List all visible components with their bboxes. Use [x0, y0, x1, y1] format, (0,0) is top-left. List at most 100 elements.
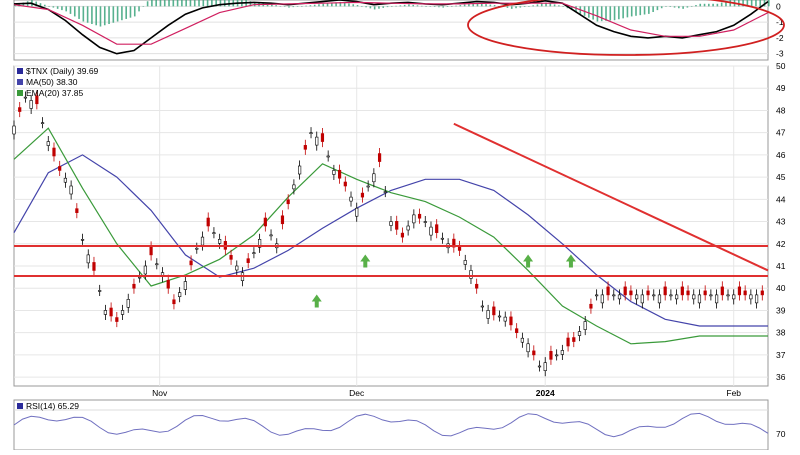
candle-body	[355, 207, 359, 217]
candle-body	[69, 185, 73, 195]
candles	[12, 90, 764, 377]
candle-body	[309, 132, 313, 134]
macd-histogram-bar	[176, 0, 179, 7]
macd-histogram-bar	[395, 5, 397, 7]
candle-body	[360, 192, 365, 198]
candle-body	[754, 294, 759, 304]
candle-body	[383, 191, 387, 193]
macd-histogram-bar	[108, 6, 110, 25]
macd-histogram-bar	[365, 6, 367, 8]
candle-body	[235, 265, 239, 271]
macd-histogram-bar	[279, 6, 282, 7]
candle-body	[532, 350, 536, 356]
candle-body	[292, 184, 296, 190]
candle-body	[577, 331, 582, 336]
macd-histogram-bar	[168, 0, 170, 7]
macd-histogram-bar	[609, 6, 612, 21]
macd-histogram-bar	[742, 0, 744, 7]
candle-body	[103, 310, 107, 315]
macd-histogram-bar	[635, 6, 637, 16]
macd-histogram-bar	[549, 3, 552, 7]
macd-histogram-bar	[446, 6, 449, 7]
candle-body	[178, 292, 182, 297]
candle-body	[332, 170, 336, 175]
price-tick-label: 36	[776, 372, 786, 382]
macd-histogram-bar	[686, 6, 689, 8]
price-tick-label: 47	[776, 128, 786, 138]
macd-histogram-bar	[202, 0, 205, 7]
macd-histogram-bar	[288, 6, 290, 8]
candle-body	[389, 221, 393, 226]
up-arrow-icon	[311, 294, 322, 308]
macd-histogram-bar	[99, 6, 102, 27]
macd-histogram-bar	[695, 5, 697, 7]
macd-histogram-bar	[296, 6, 299, 7]
macd-histogram-bar	[189, 0, 192, 7]
macd-histogram-bar	[669, 6, 672, 7]
price-tick-label: 50	[776, 61, 786, 71]
macd-histogram-bar	[712, 3, 714, 7]
candle-body	[349, 196, 353, 202]
macd-y-axis: 0 -1 -2 -3	[776, 1, 784, 58]
candle-body	[492, 306, 496, 316]
candle-body	[315, 136, 319, 146]
macd-histogram-bar	[588, 6, 590, 18]
macd-histogram-bar	[95, 6, 97, 26]
macd-histogram-bar	[523, 6, 526, 7]
candle-body	[18, 107, 22, 112]
candle-body	[697, 294, 702, 304]
macd-histogram-bar	[65, 6, 68, 12]
candle-body	[543, 362, 547, 371]
macd-histogram-bar	[223, 0, 226, 7]
macd-histogram-bar	[575, 6, 577, 12]
macd-histogram-bar	[605, 6, 607, 21]
macd-histogram-bar	[193, 0, 196, 7]
candle-body	[269, 234, 273, 237]
x-tick-label: 2024	[536, 388, 555, 398]
macd-histogram-bar	[643, 6, 646, 15]
macd-histogram-bar	[125, 6, 127, 19]
rsi-title-bullet	[17, 403, 23, 409]
macd-histogram-bar	[386, 6, 389, 8]
candle-body	[566, 337, 570, 347]
candle-body	[669, 294, 673, 297]
candle-body	[640, 294, 644, 304]
candle-body	[115, 317, 119, 322]
macd-histogram-bar	[133, 6, 136, 17]
candle-body	[549, 351, 553, 360]
macd-histogram-bar	[515, 6, 517, 9]
macd-histogram-bar	[73, 6, 76, 17]
macd-histogram-bar	[339, 1, 342, 7]
price-tick-label: 43	[776, 217, 786, 227]
candle-body	[743, 290, 747, 296]
candle-body	[606, 286, 610, 296]
candle-body	[400, 232, 405, 238]
candle-body	[63, 177, 68, 183]
macd-histogram-bar	[592, 6, 594, 20]
macd-histogram-bar	[318, 4, 320, 7]
macd-histogram-bar	[142, 6, 145, 7]
macd-histogram-bar	[528, 6, 530, 7]
candle-body	[686, 290, 690, 296]
macd-histogram-bar	[322, 3, 325, 7]
macd-histogram-bar	[185, 0, 187, 7]
candle-body	[258, 239, 262, 248]
macd-histogram-bar	[506, 6, 509, 8]
candle-body	[286, 199, 290, 205]
candle-body	[92, 262, 96, 271]
macd-histogram-bar	[553, 4, 556, 7]
candle-body	[126, 299, 130, 308]
macd-histogram-bar	[271, 4, 273, 7]
candle-body	[526, 343, 530, 353]
macd-histogram-bar	[485, 4, 487, 7]
macd-histogram-bar	[313, 4, 316, 7]
candle-body	[703, 290, 707, 296]
annotation-ellipse	[467, 0, 785, 56]
candle-body	[749, 294, 753, 300]
candle-body	[440, 237, 445, 240]
rsi-tick-70: 70	[776, 429, 786, 439]
macd-tick-label: -1	[776, 17, 784, 27]
candle-body	[35, 95, 39, 105]
macd-histogram-bar	[682, 6, 684, 9]
ma50-label: MA(50) 38.30	[26, 77, 78, 87]
